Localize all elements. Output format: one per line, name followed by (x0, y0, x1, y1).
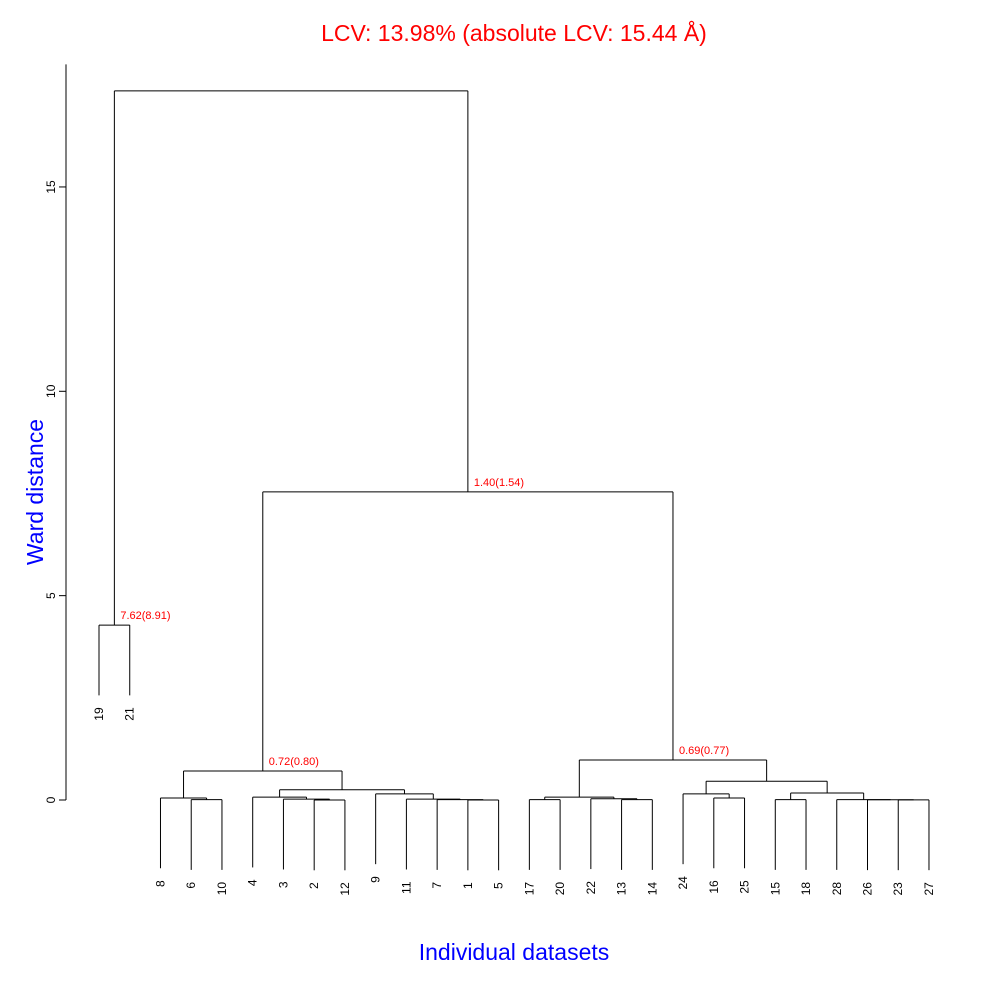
leaf-label: 20 (553, 882, 567, 896)
node-annotation: 7.62(8.91) (120, 610, 170, 622)
leaf-label: 19 (92, 707, 106, 721)
node-annotation: 0.72(0.80) (269, 756, 319, 768)
y-tick-label: 0 (44, 796, 58, 803)
leaf-label: 18 (799, 882, 813, 896)
leaf-label: 5 (492, 882, 506, 889)
leaf-label: 16 (707, 880, 721, 894)
chart-title: LCV: 13.98% (absolute LCV: 15.44 Å) (321, 19, 707, 46)
y-axis: 0 5 10 15 (44, 64, 67, 803)
leaf-label: 15 (768, 882, 782, 896)
leaf-label: 3 (276, 881, 290, 888)
leaf-label: 12 (338, 882, 352, 896)
node-annotation: 1.40(1.54) (474, 477, 524, 489)
leaf-label: 26 (861, 882, 875, 896)
y-tick-label: 15 (44, 180, 58, 194)
leaf-label: 7 (430, 882, 444, 889)
leaf-label: 25 (738, 880, 752, 894)
leaf-label: 8 (153, 880, 167, 887)
leaf-label: 13 (615, 882, 629, 896)
leaf-label: 28 (830, 882, 844, 896)
leaf-label: 23 (891, 882, 905, 896)
leaf-label: 1 (461, 882, 475, 889)
leaf-label: 6 (184, 882, 198, 889)
leaf-label: 4 (246, 879, 260, 886)
leaf-label: 17 (522, 882, 536, 896)
leaf-label: 24 (676, 876, 690, 890)
leaf-label: 27 (922, 882, 936, 896)
leaf-label: 9 (369, 876, 383, 883)
leaf-label: 22 (584, 881, 598, 895)
leaf-label: 14 (645, 882, 659, 896)
x-axis-label: Individual datasets (419, 939, 610, 965)
leaf-label: 2 (307, 882, 321, 889)
y-tick-label: 5 (44, 592, 58, 599)
y-tick-label: 10 (44, 384, 58, 398)
y-axis-label: Ward distance (22, 419, 48, 565)
node-annotation: 0.69(0.77) (679, 745, 729, 757)
leaf-label: 10 (215, 882, 229, 896)
leaf-label: 11 (399, 881, 413, 894)
leaf-label: 21 (123, 707, 137, 721)
